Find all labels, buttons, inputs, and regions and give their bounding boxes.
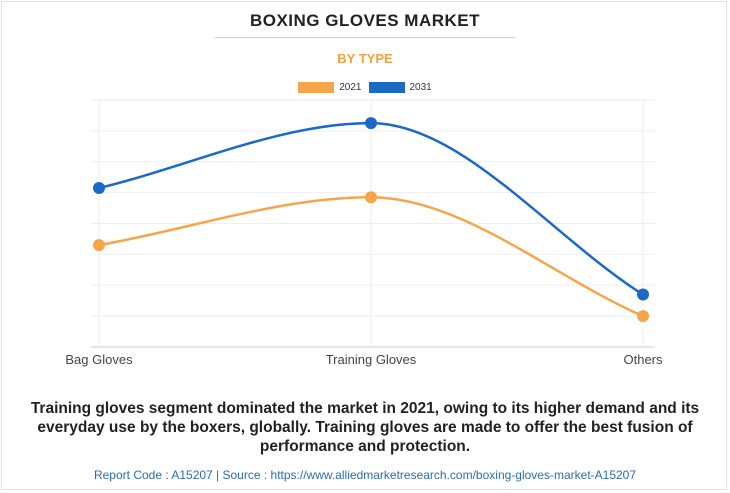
marker-2031-bag-gloves [93,181,105,194]
x-tick-label: Bag Gloves [65,352,133,367]
title-divider [215,37,515,38]
marker-2031-training-gloves [365,117,377,130]
data-markers [93,117,649,323]
x-tick-label: Training Gloves [326,352,417,367]
marker-2021-others [637,310,649,323]
chart-legend: 2021 2031 [0,80,730,94]
marker-2021-training-gloves [365,191,377,204]
legend-label-2031: 2031 [409,81,432,93]
x-axis-labels: Bag Gloves Training Gloves Others [65,352,663,367]
marker-2021-bag-gloves [93,239,105,252]
chart-title: BOXING GLOVES MARKET [249,11,481,30]
legend-swatch-2031 [368,81,405,93]
line-chart: Bag Gloves Training Gloves Others [65,99,663,367]
legend-label-2021: 2021 [339,81,362,93]
source-footer[interactable]: Report Code : A15207 | Source : https://… [93,468,637,482]
gridlines [91,99,655,348]
x-tick-label: Others [623,352,663,367]
legend-item-2031[interactable]: 2031 [368,81,432,93]
legend-item-2021[interactable]: 2021 [298,81,362,93]
legend-swatch-2021 [298,81,335,93]
chart-subtitle: BY TYPE [337,51,393,66]
marker-2031-others [637,288,649,301]
summary-text: Training gloves segment dominated the ma… [30,400,700,455]
